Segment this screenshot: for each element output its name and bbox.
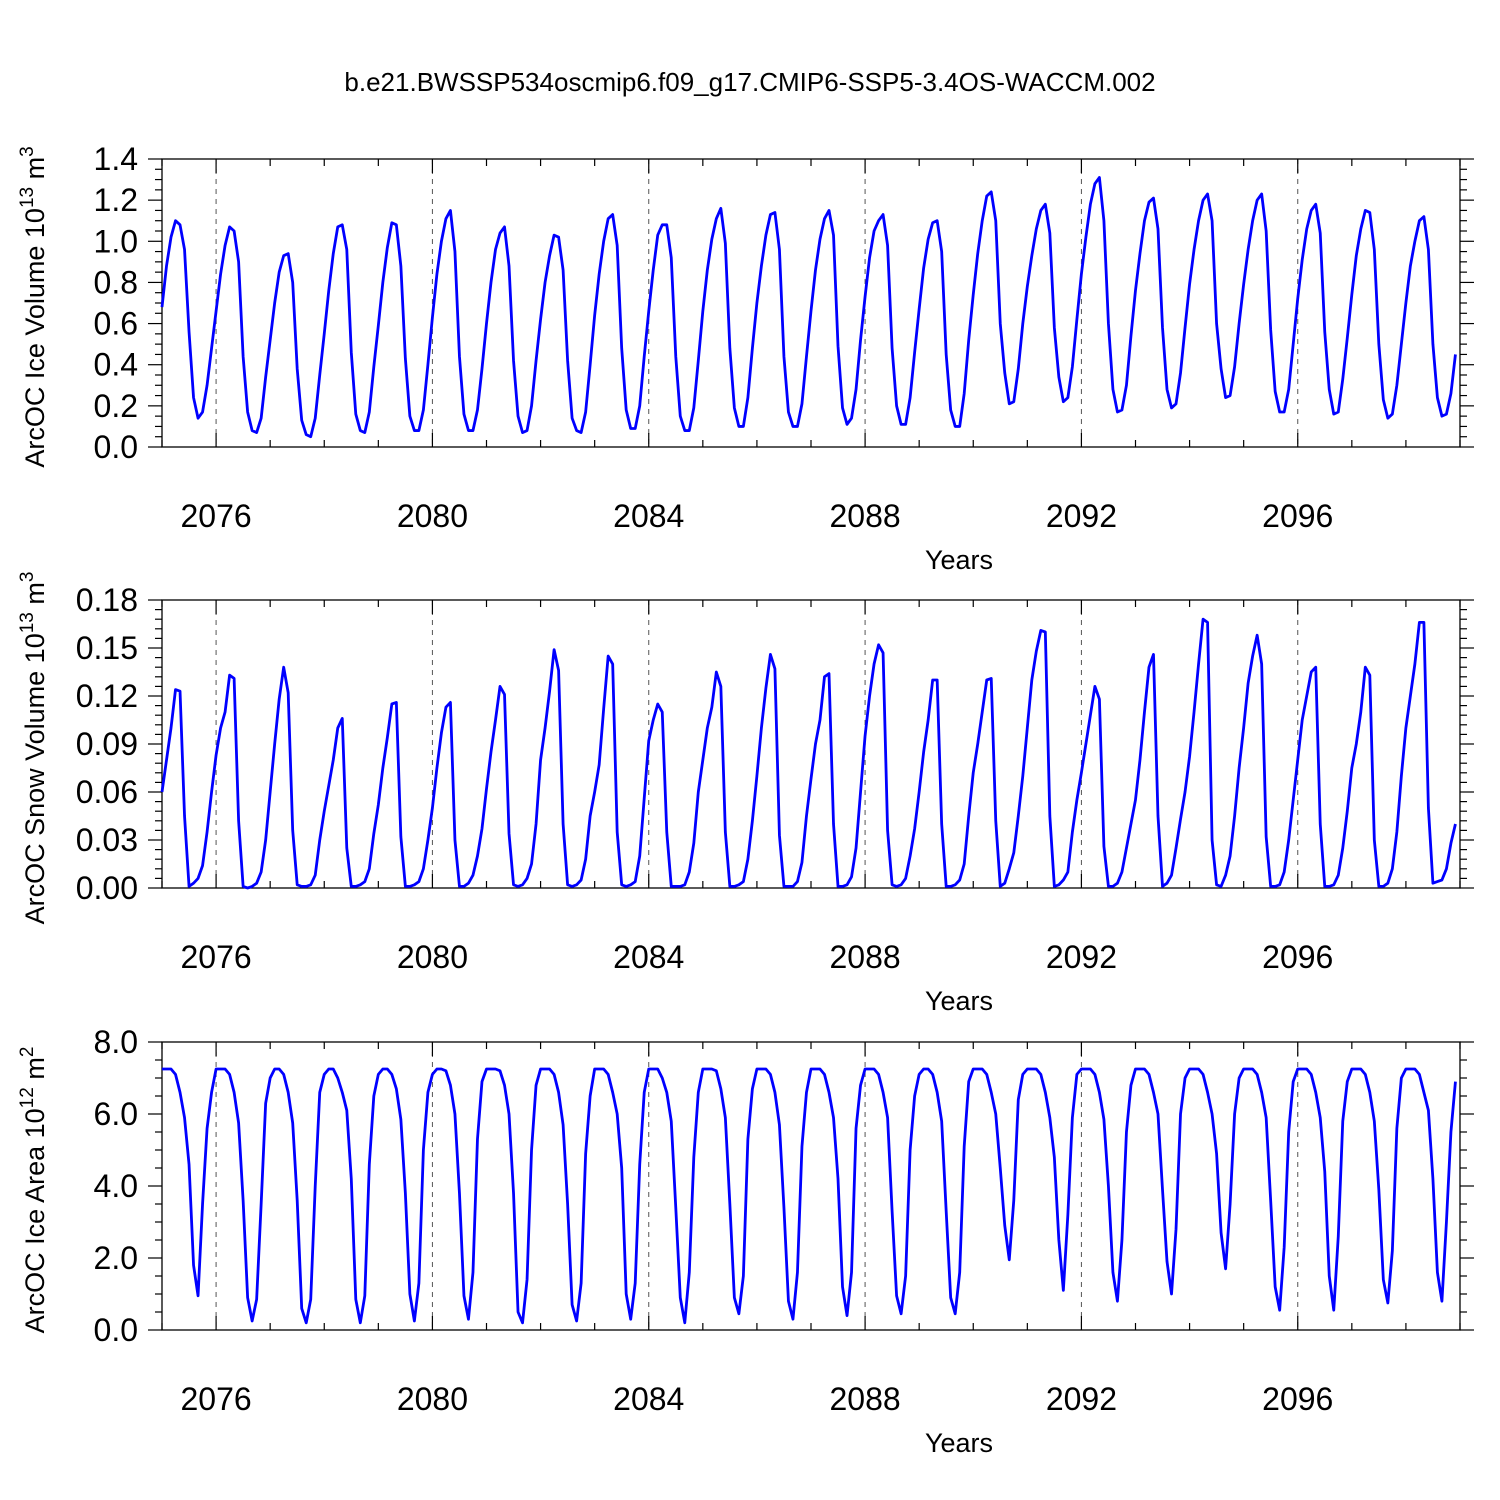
x-tick-label: 2088 bbox=[829, 498, 900, 534]
y-tick-label: 0.03 bbox=[76, 822, 138, 858]
y-axis-title-exponent: 12 bbox=[17, 1087, 38, 1108]
y-tick-label: 0.00 bbox=[76, 870, 138, 906]
y-axis-title: ArcOC Ice Volume 1013 m3 bbox=[17, 146, 50, 467]
x-tick-label: 2084 bbox=[613, 939, 684, 975]
y-axis-title-unit: m bbox=[20, 1057, 50, 1087]
series-line bbox=[160, 617, 1457, 890]
chart-panel-1: 0.0 0.2 0.4 0.6 0.8 1.0 1.2 1.4 2076 2080 2084 2088… bbox=[17, 141, 1474, 575]
chart-panels: 0.0 0.2 0.4 0.6 0.8 1.0 1.2 1.4 2076 2080 2084 2088… bbox=[17, 141, 1474, 1458]
series-line bbox=[162, 1067, 1457, 1325]
x-tick-label: 2080 bbox=[397, 939, 468, 975]
y-tick-label: 0.09 bbox=[76, 726, 138, 762]
chart-panel-2: 0.00 0.03 0.06 0.09 0.12 0.15 0.18 2076 2080 2084… bbox=[17, 572, 1474, 1016]
x-tick-label: 2092 bbox=[1046, 498, 1117, 534]
y-axis-title-text: ArcOC Snow Volume 10 bbox=[20, 633, 50, 924]
y-tick-label: 0.2 bbox=[94, 388, 138, 424]
y-axis-title: ArcOC Snow Volume 1013 m3 bbox=[17, 572, 50, 925]
y-tick-label: 0.06 bbox=[76, 774, 138, 810]
y-tick-label: 6.0 bbox=[94, 1096, 138, 1132]
y-tick-label: 1.4 bbox=[94, 141, 138, 177]
y-axis-title-unit-exponent: 2 bbox=[17, 1047, 38, 1058]
y-axis-title-unit-exponent: 3 bbox=[17, 146, 38, 157]
x-tick-label: 2076 bbox=[180, 1381, 251, 1417]
y-tick-label: 8.0 bbox=[94, 1024, 138, 1060]
chart-title: b.e21.BWSSP534oscmip6.f09_g17.CMIP6-SSP5… bbox=[344, 67, 1155, 97]
plot-frame bbox=[161, 1041, 1461, 1331]
x-tick-label: 2088 bbox=[829, 939, 900, 975]
y-tick-label: 0.4 bbox=[94, 347, 138, 383]
x-tick-label: 2092 bbox=[1046, 939, 1117, 975]
y-tick-label: 0.0 bbox=[94, 429, 138, 465]
x-tick-label: 2080 bbox=[397, 498, 468, 534]
x-axis-title: Years bbox=[925, 545, 993, 575]
x-tick-label: 2080 bbox=[397, 1381, 468, 1417]
y-axis-title: ArcOC Ice Area 1012 m2 bbox=[17, 1047, 50, 1334]
y-axis-title-exponent: 13 bbox=[17, 612, 38, 633]
x-tick-label: 2096 bbox=[1262, 1381, 1333, 1417]
x-tick-label: 2084 bbox=[613, 498, 684, 534]
y-tick-label: 0.15 bbox=[76, 630, 138, 666]
plot-frame bbox=[161, 599, 1461, 889]
y-axis-title-text: ArcOC Ice Area 10 bbox=[20, 1108, 50, 1333]
y-tick-label: 0.0 bbox=[94, 1312, 138, 1348]
y-tick-label: 0.8 bbox=[94, 264, 138, 300]
y-tick-label: 1.2 bbox=[94, 182, 138, 218]
y-tick-label: 0.18 bbox=[76, 582, 138, 618]
y-axis-title-unit: m bbox=[20, 157, 50, 187]
x-axis-title: Years bbox=[925, 986, 993, 1016]
x-tick-label: 2096 bbox=[1262, 498, 1333, 534]
y-axis-title-unit: m bbox=[20, 582, 50, 612]
series-line bbox=[160, 176, 1457, 439]
y-tick-label: 4.0 bbox=[94, 1168, 138, 1204]
chart-panel-3: 0.0 2.0 4.0 6.0 8.0 2076 2080 2084 2088 2092 2096 Y… bbox=[17, 1024, 1474, 1458]
y-tick-label: 0.12 bbox=[76, 678, 138, 714]
y-tick-label: 1.0 bbox=[94, 223, 138, 259]
y-axis-title-text: ArcOC Ice Volume 10 bbox=[20, 208, 50, 468]
x-tick-label: 2092 bbox=[1046, 1381, 1117, 1417]
x-tick-label: 2096 bbox=[1262, 939, 1333, 975]
x-tick-label: 2076 bbox=[180, 498, 251, 534]
x-tick-label: 2076 bbox=[180, 939, 251, 975]
y-tick-label: 0.6 bbox=[94, 306, 138, 342]
x-axis-title: Years bbox=[925, 1428, 993, 1458]
x-tick-label: 2084 bbox=[613, 1381, 684, 1417]
x-tick-label: 2088 bbox=[829, 1381, 900, 1417]
y-axis-title-exponent: 13 bbox=[17, 187, 38, 208]
y-axis-title-unit-exponent: 3 bbox=[17, 572, 38, 583]
y-tick-label: 2.0 bbox=[94, 1240, 138, 1276]
